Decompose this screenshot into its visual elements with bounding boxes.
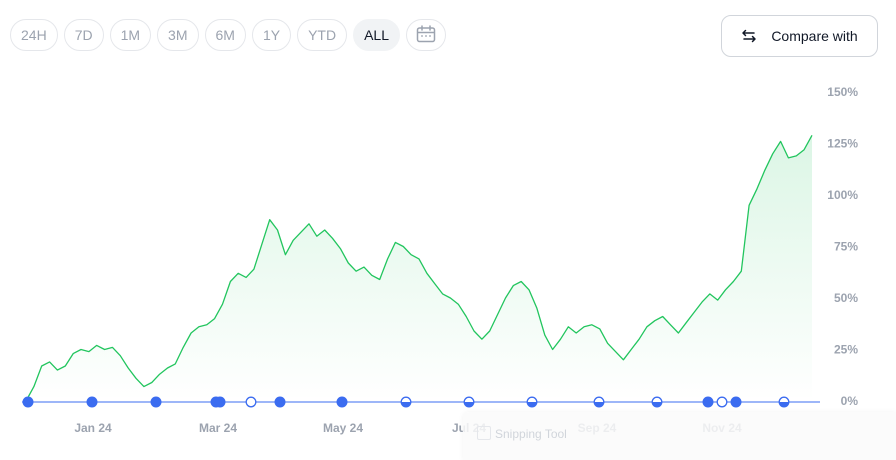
range-7d-button[interactable]: 7D: [63, 19, 104, 51]
snipping-tool-label: Snipping Tool: [495, 427, 567, 441]
compare-with-label: Compare with: [771, 28, 858, 44]
event-marker[interactable]: [526, 396, 538, 408]
event-marker[interactable]: [778, 396, 790, 408]
y-tick-label: 0%: [841, 394, 859, 408]
event-marker[interactable]: [463, 396, 475, 408]
snipping-tool-overlay: Snipping Tool: [463, 412, 896, 460]
x-tick-label: May 24: [323, 421, 363, 435]
x-tick-label: Jan 24: [74, 421, 112, 435]
y-tick-label: 150%: [827, 85, 858, 99]
calendar-icon: [416, 24, 436, 46]
range-all-button[interactable]: ALL: [353, 19, 400, 51]
y-tick-label: 75%: [834, 240, 858, 254]
series-area: [26, 135, 812, 402]
swap-arrows-icon: [741, 28, 757, 44]
event-marker[interactable]: [274, 396, 286, 408]
y-tick-label: 125%: [827, 137, 858, 151]
y-tick-label: 100%: [827, 188, 858, 202]
y-tick-label: 25%: [834, 343, 858, 357]
x-tick-label: Mar 24: [199, 421, 237, 435]
event-marker[interactable]: [593, 396, 605, 408]
range-ytd-button[interactable]: YTD: [297, 19, 348, 51]
event-marker[interactable]: [214, 396, 226, 408]
event-marker[interactable]: [651, 396, 663, 408]
compare-with-button[interactable]: Compare with: [721, 15, 878, 57]
event-marker[interactable]: [86, 396, 98, 408]
event-marker[interactable]: [730, 396, 742, 408]
range-24h-button[interactable]: 24H: [10, 19, 58, 51]
y-tick-label: 50%: [834, 291, 858, 305]
range-1y-button[interactable]: 1Y: [251, 19, 292, 51]
event-marker[interactable]: [150, 396, 162, 408]
snipping-tool-icon: [477, 426, 491, 440]
calendar-button[interactable]: [406, 19, 446, 51]
range-1m-button[interactable]: 1M: [109, 19, 152, 51]
series-line: [25, 134, 813, 402]
range-3m-button[interactable]: 3M: [157, 19, 199, 51]
event-marker[interactable]: [400, 396, 412, 408]
event-marker[interactable]: [716, 396, 728, 408]
range-6m-button[interactable]: 6M: [204, 19, 246, 51]
event-marker[interactable]: [245, 396, 257, 408]
event-marker[interactable]: [22, 396, 34, 408]
event-marker[interactable]: [702, 396, 714, 408]
event-marker[interactable]: [336, 396, 348, 408]
time-range-selector: 24H 7D 1M 3M 6M 1Y YTD ALL: [10, 19, 446, 51]
